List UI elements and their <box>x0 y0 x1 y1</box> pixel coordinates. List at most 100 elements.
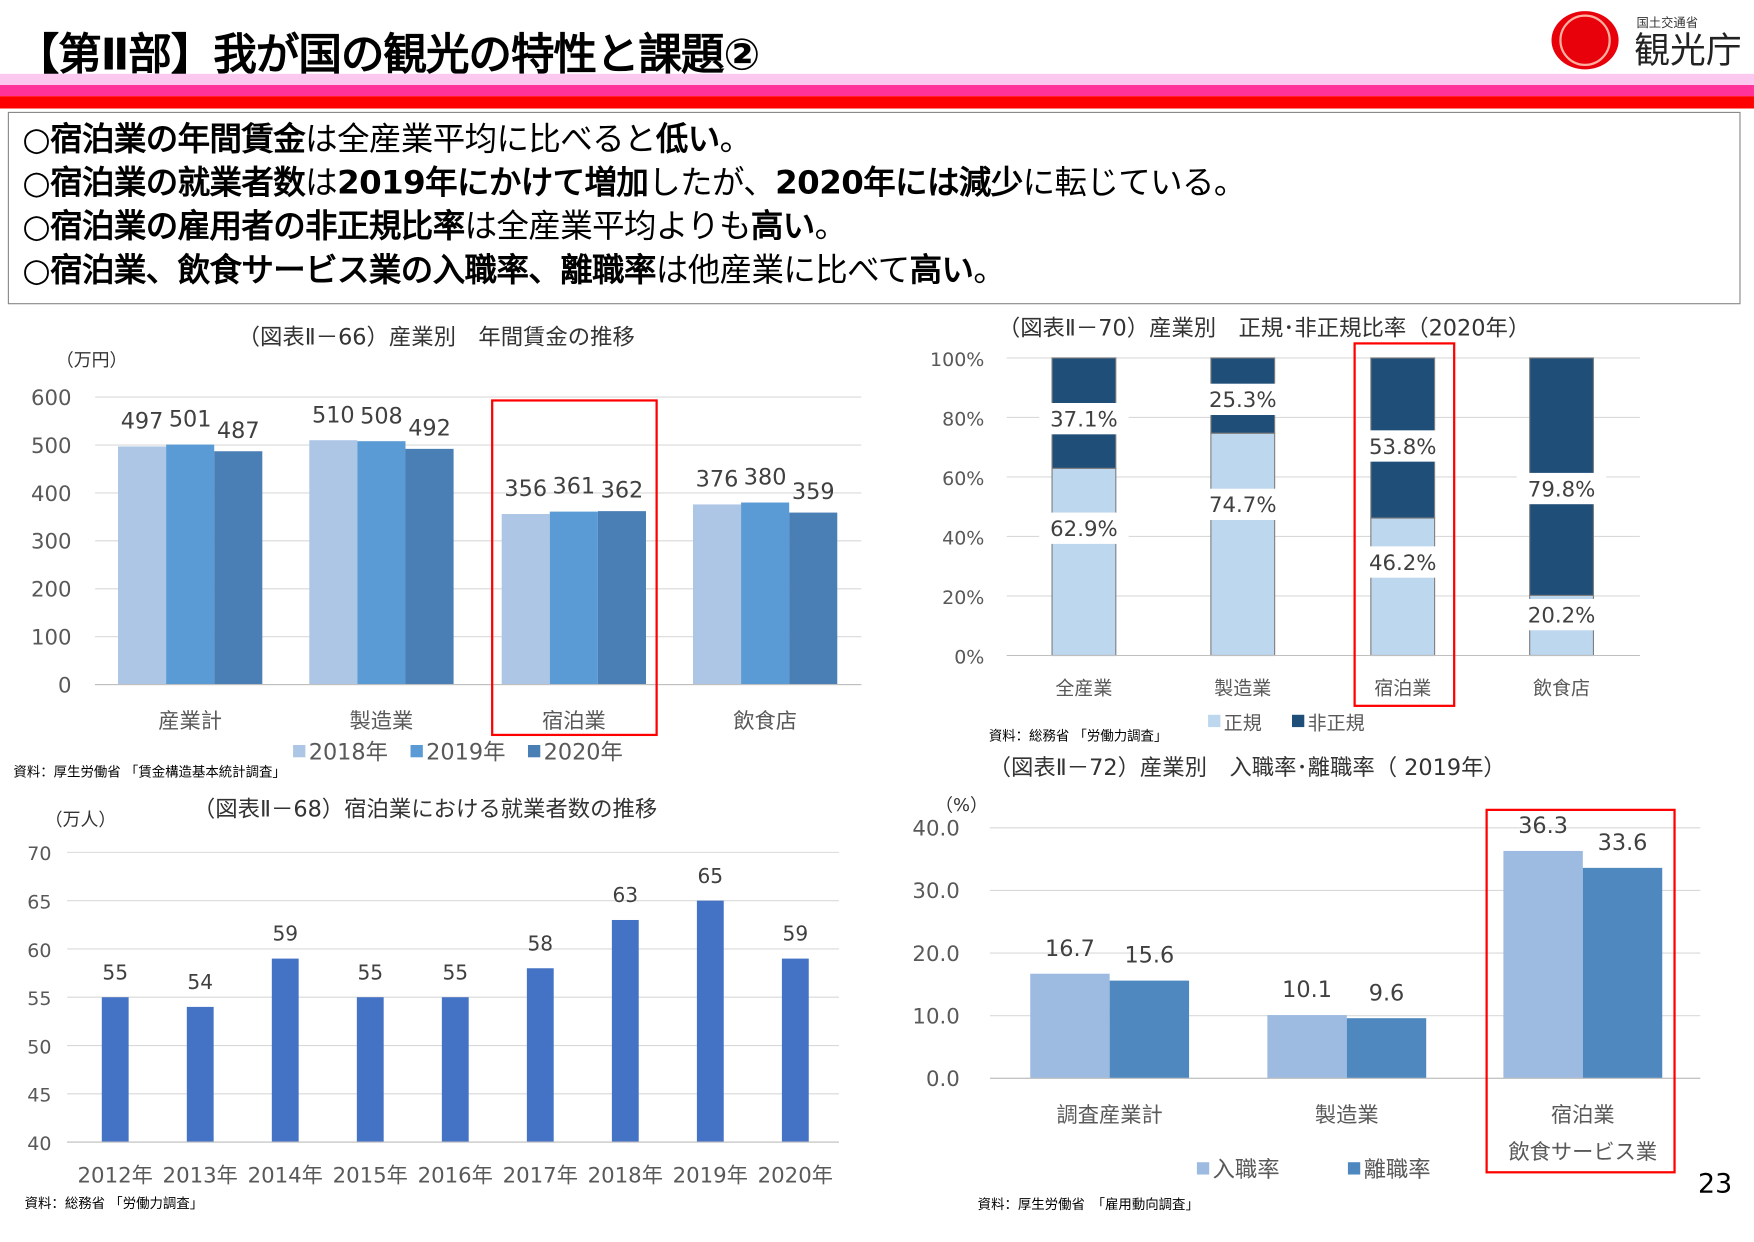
bar-segment <box>1370 517 1436 657</box>
bar <box>611 919 639 1143</box>
legend-label: 2020年 <box>544 740 623 766</box>
bar-segment <box>1210 432 1276 657</box>
header-band-magenta <box>0 85 1754 97</box>
data-label: 376 <box>696 467 739 493</box>
data-label: 487 <box>217 418 260 444</box>
bar <box>597 511 646 685</box>
data-label: 63 <box>612 883 638 907</box>
chart-c66: （図表Ⅱ－66）産業別 年間賃金の推移 （万円） 資料：厚生労働省 「賃金構造基本統… <box>13 325 862 780</box>
x-tick-label: 宿泊業 <box>1374 678 1431 700</box>
bullet-text: は <box>305 163 338 202</box>
bar <box>1346 1018 1427 1079</box>
legend-label: 正規 <box>1224 712 1262 734</box>
data-label: 15.6 <box>1124 943 1174 969</box>
x-tick-label: 2020年 <box>758 1163 833 1188</box>
x-tick-label: 2017年 <box>503 1163 578 1188</box>
header-band-red <box>0 96 1754 109</box>
x-tick-label: 飲食店 <box>1533 678 1590 700</box>
bar <box>166 444 215 685</box>
y-tick-label: 0.0 <box>926 1067 960 1092</box>
data-label: 58 <box>527 931 553 955</box>
data-label-bg <box>1357 546 1448 578</box>
bullet-text: 2020年には減少 <box>775 163 1023 202</box>
data-label: 59 <box>272 922 298 946</box>
data-label-bg <box>1039 512 1129 544</box>
summary-box: ○宿泊業の年間賃金は全産業平均に比べると低い。 ○宿泊業の就業者数は2019年にか… <box>7 111 1741 305</box>
summary-bullet: ○宿泊業の年間賃金は全産業平均に比べると低い。 <box>22 117 1726 161</box>
data-label: 380 <box>744 465 787 491</box>
y-tick-label: 200 <box>31 578 72 603</box>
x-tick-label: 全産業 <box>1055 678 1112 700</box>
x-tick-label: 製造業 <box>350 709 414 734</box>
summary-bullet: ○宿泊業の就業者数は2019年にかけて増加したが、2020年には減少に転じている… <box>22 161 1726 205</box>
data-label: 33.6 <box>1598 830 1648 856</box>
logo-text: 観光庁 <box>1634 31 1741 72</box>
bar <box>356 997 384 1143</box>
x-tick-label: 2013年 <box>163 1163 238 1188</box>
bar <box>781 958 809 1143</box>
bar <box>549 511 598 685</box>
logo: 国土交通省 観光庁 <box>1547 7 1754 72</box>
data-label: 10.1 <box>1282 977 1332 1003</box>
legend-label: 離職率 <box>1364 1157 1431 1183</box>
bullet-text: 宿泊業の雇用者の非正規比率 <box>50 206 465 245</box>
logo-icon: 国土交通省 観光庁 <box>1551 11 1742 72</box>
bar <box>118 446 167 685</box>
bar <box>789 512 838 685</box>
summary-bullet: ○宿泊業、飲食サービス業の入職率、離職率は他産業に比べて高い。 <box>22 248 1726 292</box>
legend-swatch <box>1291 714 1305 728</box>
x-tick-label: 2014年 <box>248 1163 323 1188</box>
legend-swatch <box>1196 1162 1210 1175</box>
chart-c72: （図表Ⅱ－72）産業別 入職率･離職率（ 2019年）（%） 資料：厚生労働省 「… <box>912 755 1701 1213</box>
chart-title: （図表Ⅱ－66）産業別 年間賃金の推移 <box>238 325 635 351</box>
bar <box>1030 973 1110 1079</box>
data-label-bg <box>1198 383 1288 416</box>
legend-label: 2018年 <box>309 740 388 766</box>
data-label-bg <box>1039 403 1129 435</box>
x-tick-label: 2012年 <box>78 1163 153 1188</box>
bar <box>501 514 550 685</box>
chart-c70: （図表Ⅱ－70）産業別 正規･非正規比率（2020年） 資料：総務省 「労働力調査… <box>930 316 1640 745</box>
y-axis-unit: （万円） <box>56 350 128 371</box>
page-title: 【第Ⅱ部】我が国の観光の特性と課題② <box>15 30 761 81</box>
y-tick-label: 40.0 <box>912 817 959 842</box>
data-label: 356 <box>504 476 547 502</box>
x-tick-label: 製造業 <box>1214 678 1271 700</box>
data-label: 16.7 <box>1045 936 1095 962</box>
x-tick-label: 飲食サービス業 <box>1508 1140 1657 1165</box>
y-tick-label: 45 <box>27 1085 51 1107</box>
bullet-text: ○ <box>22 250 51 289</box>
bullet-text: 。 <box>719 119 752 158</box>
data-label-bg <box>1198 488 1288 521</box>
data-label: 362 <box>601 478 644 504</box>
bar <box>186 1006 214 1143</box>
x-tick-label: 製造業 <box>1315 1103 1379 1128</box>
data-label: 510 <box>312 402 355 428</box>
bar <box>357 441 406 685</box>
bullet-text: 高い <box>750 206 815 245</box>
y-tick-label: 600 <box>31 386 72 411</box>
bar <box>1267 1015 1347 1079</box>
data-label: 53.8% <box>1369 435 1437 460</box>
data-label: 501 <box>169 407 212 433</box>
data-label: 508 <box>360 403 403 429</box>
legend-swatch <box>1208 714 1221 728</box>
data-label: 37.1% <box>1050 407 1118 432</box>
highlight-box <box>1485 808 1676 1174</box>
x-tick-label: 宿泊業 <box>1551 1103 1615 1128</box>
data-label: 492 <box>408 415 451 441</box>
chart-title: （図表Ⅱ－72）産業別 入職率･離職率（ 2019年） <box>989 755 1506 781</box>
y-tick-label: 100 <box>31 626 72 651</box>
bullet-text: は全産業平均に比べると <box>305 119 656 158</box>
data-label: 361 <box>552 474 595 500</box>
data-label: 20.2% <box>1528 603 1596 628</box>
bar <box>101 997 129 1143</box>
x-tick-label: 飲食店 <box>733 709 797 734</box>
y-axis-unit: （%） <box>935 795 988 816</box>
bar <box>692 504 742 685</box>
data-label: 55 <box>102 960 128 984</box>
bar-segment <box>1051 467 1117 657</box>
legend-label: 入職率 <box>1213 1157 1280 1183</box>
y-tick-label: 60 <box>27 940 51 962</box>
